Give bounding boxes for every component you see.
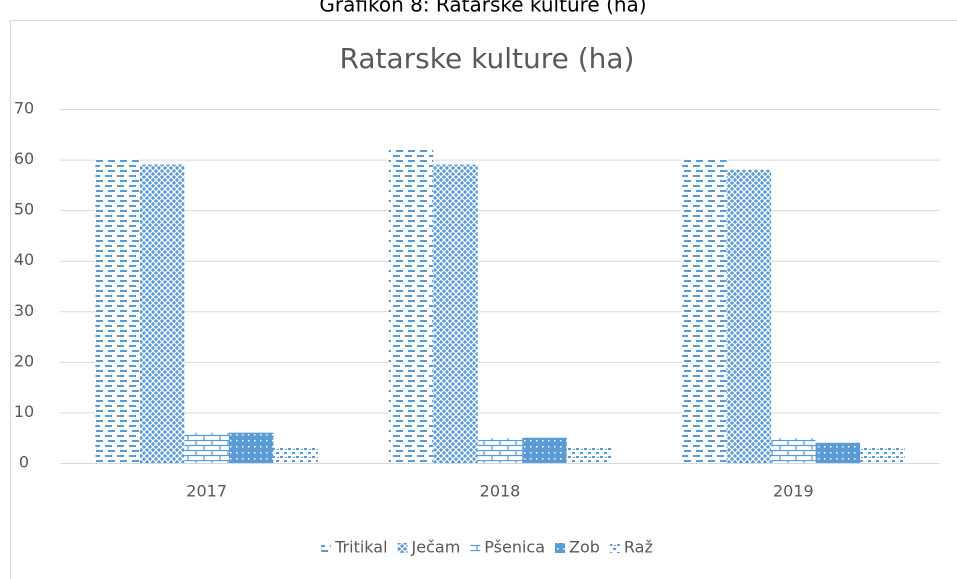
legend-label: Ječam: [411, 538, 461, 557]
y-tick-label: 20: [14, 351, 34, 370]
legend: Tritikal Ječam Pšenica Zob Raž: [321, 538, 653, 557]
bar: [273, 447, 318, 463]
bar: [388, 149, 434, 463]
bar: [522, 437, 567, 463]
y-tick-label: 40: [14, 250, 34, 269]
y-tick-label: 0: [19, 453, 29, 472]
x-tick-label: 2019: [773, 482, 814, 501]
chart-title: Ratarske kulture (ha): [340, 42, 635, 75]
bar: [726, 169, 772, 463]
y-tick-label: 60: [14, 149, 34, 168]
caption: Grafikon 8: Ratarske kulture (ha): [319, 0, 646, 17]
legend-label: Raž: [624, 538, 653, 557]
bar: [477, 437, 523, 463]
legend-label: Zob: [569, 538, 600, 557]
bar: [95, 159, 140, 464]
bar: [433, 164, 478, 463]
bar: [139, 164, 185, 463]
bar: [566, 447, 612, 463]
bar: [815, 442, 861, 463]
y-tick-label: 10: [14, 402, 34, 421]
legend-swatch: [321, 543, 332, 553]
legend-swatch: [555, 543, 566, 553]
y-tick-label: 30: [14, 301, 34, 320]
chart-border: [10, 20, 957, 579]
bar: [228, 432, 274, 463]
bar: [682, 159, 727, 464]
bar: [184, 432, 229, 463]
bar: [771, 437, 816, 463]
legend-label: Tritikal: [334, 538, 387, 557]
legend-swatch: [470, 543, 481, 553]
legend-label: Pšenica: [484, 538, 545, 557]
y-tick-label: 50: [14, 200, 34, 219]
legend-swatch: [609, 543, 620, 553]
x-tick-label: 2018: [480, 482, 521, 501]
x-tick-label: 2017: [186, 482, 227, 501]
bar: [860, 447, 905, 463]
legend-swatch: [397, 543, 408, 553]
y-tick-label: 70: [14, 99, 34, 118]
